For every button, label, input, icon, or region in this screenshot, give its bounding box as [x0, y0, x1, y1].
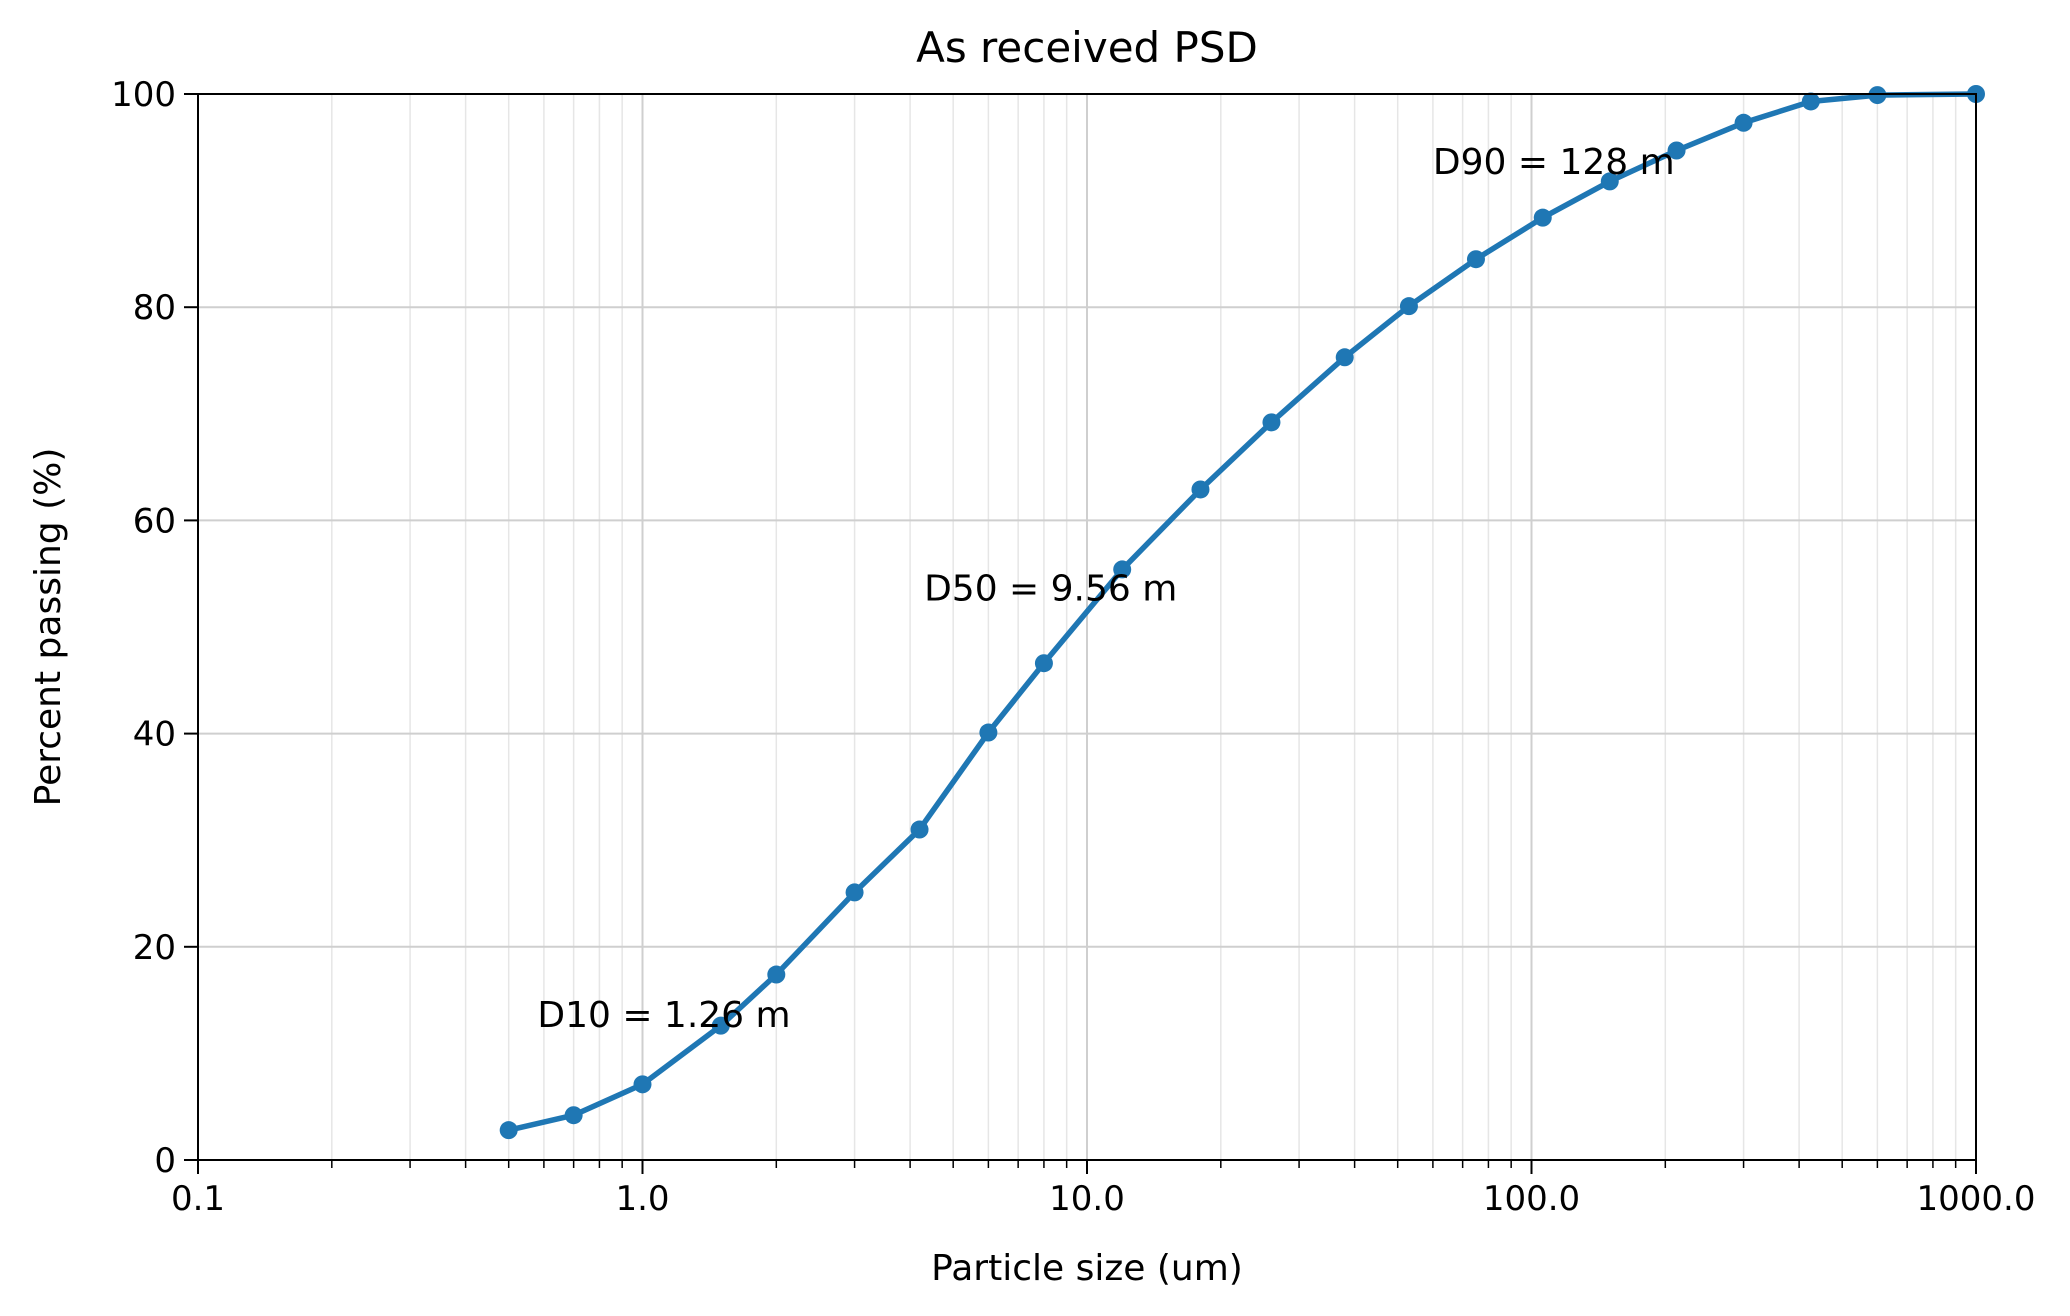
- plot-area: [499, 85, 1985, 1140]
- data-point: [910, 820, 929, 839]
- annotation-label: D50 = 9.56 m: [924, 568, 1177, 609]
- annotation-label: D90 = 128 m: [1433, 142, 1675, 183]
- y-tick-label: 40: [133, 715, 176, 755]
- data-point: [1533, 208, 1552, 227]
- y-tick-label: 80: [133, 288, 176, 328]
- chart-title: As received PSD: [916, 23, 1258, 72]
- data-point: [1191, 480, 1210, 499]
- x-tick-label: 1000.0: [1917, 1179, 2036, 1219]
- data-point: [1868, 86, 1887, 105]
- data-point: [711, 1016, 730, 1035]
- data-point: [1734, 113, 1753, 132]
- data-point: [1600, 172, 1619, 191]
- x-tick-label: 100.0: [1483, 1179, 1580, 1219]
- y-tick-label: 60: [133, 501, 176, 541]
- data-point: [633, 1075, 652, 1094]
- y-tick-label: 0: [154, 1141, 176, 1181]
- y-axis: 0 20 40 60 80 100: [111, 75, 198, 1181]
- data-point: [845, 883, 864, 902]
- x-tick-label: 10.0: [1049, 1179, 1125, 1219]
- data-point: [1801, 92, 1820, 111]
- grid: [197, 93, 1977, 1161]
- x-tick-label: 1.0: [615, 1179, 669, 1219]
- data-point: [499, 1121, 518, 1140]
- data-point: [1466, 250, 1485, 269]
- data-point: [1262, 413, 1281, 432]
- data-point: [979, 723, 998, 742]
- y-tick-label: 100: [111, 75, 176, 115]
- data-point: [1399, 297, 1418, 316]
- x-tick-label: 0.1: [171, 1179, 225, 1219]
- series-line: [508, 91, 1977, 1133]
- data-point: [1034, 654, 1053, 673]
- data-point: [1667, 141, 1686, 160]
- annotations: D10 = 1.26 m D50 = 9.56 m D90 = 128 m: [537, 142, 1674, 1036]
- x-axis: 0.1 1.0 10.0 100.0 1000.0: [171, 1160, 2036, 1219]
- x-axis-label: Particle size (um): [931, 1248, 1243, 1289]
- data-point: [1113, 560, 1132, 579]
- y-axis-label: Percent passing (%): [28, 448, 69, 807]
- data-point: [767, 965, 786, 984]
- annotation-label: D10 = 1.26 m: [537, 995, 790, 1036]
- data-point: [1335, 348, 1354, 367]
- y-tick-label: 20: [133, 928, 176, 968]
- data-point: [564, 1106, 583, 1125]
